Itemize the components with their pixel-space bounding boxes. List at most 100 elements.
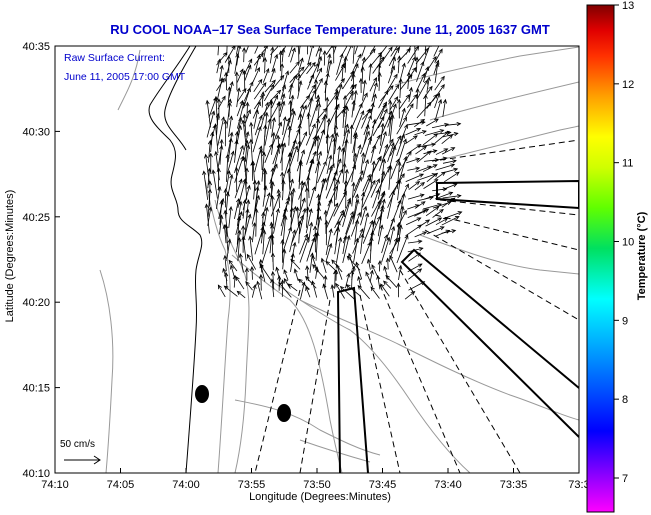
current-vector xyxy=(398,78,403,99)
y-axis-ticks: 40:35 40:30 40:25 40:20 40:15 40:10 xyxy=(22,41,60,480)
current-vector xyxy=(219,214,224,235)
current-vector xyxy=(398,264,403,281)
current-vector xyxy=(432,208,444,218)
current-vector xyxy=(325,96,330,119)
current-vector xyxy=(369,236,374,263)
current-vector xyxy=(269,46,275,64)
current-vector xyxy=(333,190,347,217)
current-vector xyxy=(314,77,323,94)
current-vector xyxy=(355,261,363,280)
current-vector xyxy=(269,99,274,129)
current-vector xyxy=(425,217,443,227)
current-vector xyxy=(387,65,396,84)
current-vector xyxy=(314,67,322,82)
current-vector xyxy=(372,188,380,209)
current-vector xyxy=(398,138,407,163)
current-vector xyxy=(385,274,398,288)
current-vector xyxy=(280,207,288,236)
current-vector xyxy=(280,239,285,263)
current-vector xyxy=(424,129,445,136)
current-vector xyxy=(261,151,267,182)
y-tick-label: 40:25 xyxy=(22,212,50,224)
current-vector xyxy=(363,114,372,136)
colorbar-tick-label: 12 xyxy=(622,79,634,91)
map-title: RU COOL NOAA–17 Sea Surface Temperature:… xyxy=(110,22,550,37)
x-tick-label: 73:45 xyxy=(369,479,397,491)
current-vector xyxy=(388,83,400,102)
current-vector xyxy=(414,181,425,191)
current-vector xyxy=(226,55,231,74)
current-vector xyxy=(234,53,240,74)
current-vector xyxy=(234,71,239,91)
current-vector xyxy=(339,286,355,300)
current-vector xyxy=(260,101,269,128)
current-vector xyxy=(408,239,423,244)
current-vector xyxy=(370,144,377,163)
x-tick-label: 74:00 xyxy=(172,479,200,491)
current-vector xyxy=(408,281,426,291)
current-vector xyxy=(335,282,345,299)
current-vector xyxy=(435,148,449,155)
current-vector xyxy=(245,101,250,120)
current-vector xyxy=(435,98,443,120)
current-vector xyxy=(368,63,373,81)
current-vector xyxy=(219,199,224,225)
current-vector xyxy=(306,112,311,136)
current-vector xyxy=(389,254,398,273)
current-vector xyxy=(368,156,381,181)
current-vector xyxy=(245,46,249,54)
current-vector xyxy=(408,252,421,262)
current-vector xyxy=(340,63,346,82)
current-vector xyxy=(206,110,216,138)
current-vector xyxy=(358,77,364,94)
current-vector xyxy=(387,190,395,219)
current-vector xyxy=(326,46,333,55)
current-vector xyxy=(299,207,307,234)
current-vector xyxy=(237,177,247,208)
current-vector xyxy=(360,191,366,218)
current-vector xyxy=(205,99,211,128)
current-vector xyxy=(333,105,339,135)
current-vector xyxy=(244,267,249,281)
current-vector xyxy=(289,82,294,100)
x-tick-label: 73:40 xyxy=(434,479,462,491)
current-vector xyxy=(405,224,423,237)
current-vector xyxy=(252,179,257,200)
current-vector xyxy=(216,58,222,74)
current-vector xyxy=(238,252,244,273)
current-vector xyxy=(228,115,234,137)
current-vector xyxy=(325,117,331,144)
current-vector xyxy=(289,128,301,156)
current-vector xyxy=(396,224,403,252)
current-vector xyxy=(306,237,316,262)
current-vector xyxy=(342,214,355,244)
current-vector xyxy=(299,180,305,210)
current-vector xyxy=(377,224,384,245)
current-vector xyxy=(270,195,275,226)
current-vector xyxy=(291,214,304,244)
current-vector xyxy=(377,63,382,82)
current-vector xyxy=(444,121,462,127)
current-vector xyxy=(289,61,300,74)
current-vector xyxy=(280,279,285,297)
bathymetry-contours xyxy=(99,46,579,473)
current-vector xyxy=(236,88,247,103)
current-vector xyxy=(325,228,333,256)
current-vector xyxy=(242,69,247,92)
current-vector xyxy=(202,170,209,200)
current-vector xyxy=(270,252,276,271)
current-vector xyxy=(362,179,376,208)
current-vector xyxy=(422,164,438,172)
current-vector xyxy=(244,144,251,173)
current-vector xyxy=(316,55,323,73)
current-vector xyxy=(262,57,268,74)
y-tick-label: 40:35 xyxy=(22,41,50,53)
current-vector xyxy=(342,234,351,264)
current-vector xyxy=(343,56,348,73)
current-vector xyxy=(389,96,399,111)
colorbar-label: Temperature (°C) xyxy=(636,211,648,301)
current-vector xyxy=(323,80,328,101)
current-vector xyxy=(234,178,243,199)
current-vector xyxy=(398,155,408,183)
current-vector xyxy=(408,268,423,280)
